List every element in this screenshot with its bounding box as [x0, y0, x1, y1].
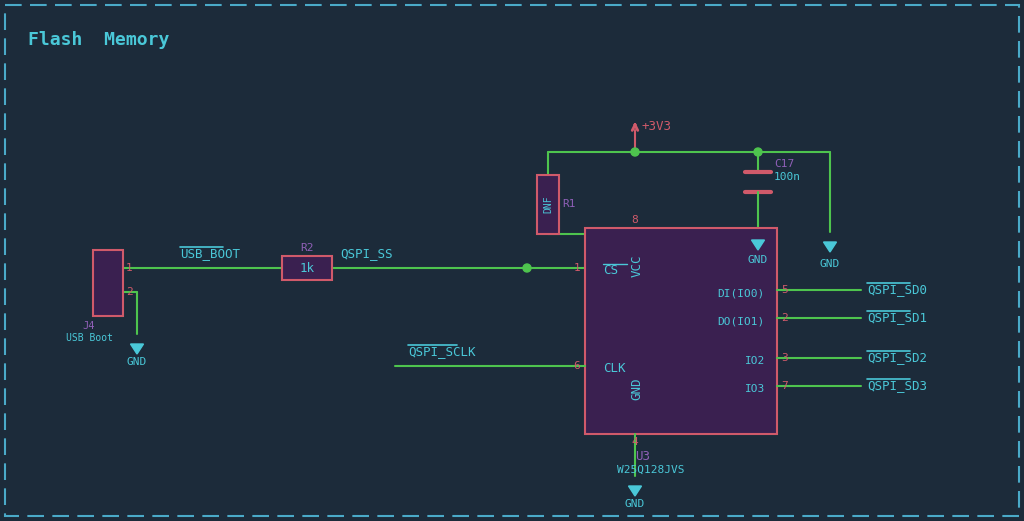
Text: 6: 6	[573, 361, 580, 371]
Text: 4: 4	[632, 437, 638, 447]
Text: R1: R1	[562, 199, 575, 209]
Bar	[93, 250, 123, 316]
Text: VCC: VCC	[631, 255, 643, 277]
Text: 2: 2	[781, 313, 787, 323]
Text: USB Boot: USB Boot	[66, 333, 113, 343]
Text: 3: 3	[781, 353, 787, 363]
Text: GND: GND	[625, 499, 645, 509]
Text: Flash  Memory: Flash Memory	[28, 31, 169, 49]
Text: QSPI_SD2: QSPI_SD2	[867, 352, 927, 365]
Text: W25Q128JVS: W25Q128JVS	[617, 465, 684, 475]
Text: GND: GND	[748, 255, 768, 265]
Text: DI(IO0): DI(IO0)	[718, 288, 765, 298]
Polygon shape	[130, 344, 143, 354]
Text: USB_BOOT: USB_BOOT	[180, 247, 240, 260]
Text: IO3: IO3	[744, 384, 765, 394]
Text: U3: U3	[635, 450, 650, 463]
Polygon shape	[752, 240, 765, 250]
Bar	[537, 175, 559, 234]
Text: QSPI_SD3: QSPI_SD3	[867, 379, 927, 392]
Polygon shape	[823, 242, 837, 252]
Text: 7: 7	[781, 381, 787, 391]
Text: 1k: 1k	[299, 262, 314, 275]
Text: QSPI_SCLK: QSPI_SCLK	[408, 345, 475, 358]
Text: 5: 5	[781, 285, 787, 295]
Bar	[585, 228, 777, 434]
Text: R2: R2	[300, 243, 313, 253]
Text: IO2: IO2	[744, 356, 765, 366]
Text: CLK: CLK	[603, 363, 626, 376]
Text: +3V3: +3V3	[641, 120, 671, 133]
Text: QSPI_SD1: QSPI_SD1	[867, 312, 927, 325]
Text: 8: 8	[632, 215, 638, 225]
Text: 1: 1	[573, 263, 580, 273]
Circle shape	[754, 148, 762, 156]
Text: DO(IO1): DO(IO1)	[718, 316, 765, 326]
Text: C17: C17	[774, 159, 795, 169]
Text: GND: GND	[127, 357, 147, 367]
Text: J4: J4	[83, 321, 95, 331]
Text: CS: CS	[603, 265, 618, 278]
Circle shape	[523, 264, 531, 272]
Text: GND: GND	[631, 378, 643, 400]
Text: QSPI_SD0: QSPI_SD0	[867, 283, 927, 296]
Text: 1: 1	[126, 263, 133, 273]
Text: DNF: DNF	[543, 195, 553, 213]
Text: QSPI_SS: QSPI_SS	[340, 247, 392, 260]
Bar	[282, 256, 332, 280]
Polygon shape	[629, 486, 641, 496]
Text: 100n: 100n	[774, 172, 801, 182]
Text: GND: GND	[820, 259, 840, 269]
Text: 2: 2	[126, 287, 133, 297]
Circle shape	[631, 148, 639, 156]
